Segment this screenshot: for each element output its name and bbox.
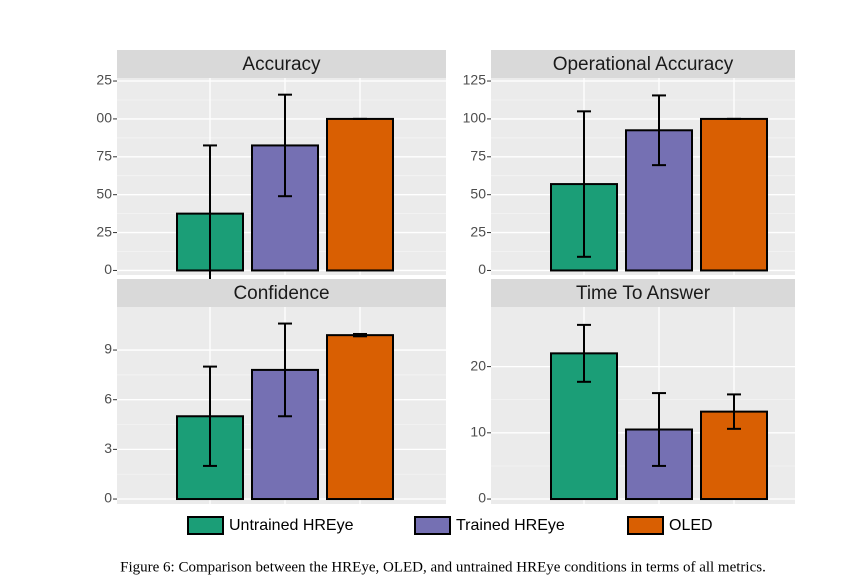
error-bar [727,393,741,430]
y-tick-label: 50 [96,185,112,201]
strip [491,279,795,307]
y-tick-label: 0 [478,261,486,277]
y-tick-label: 0 [104,261,112,277]
y-tick-label: 10 [470,424,486,440]
error-bar [577,110,591,258]
legend-label: Untrained HREye [229,517,354,534]
legend-label: Trained HREye [456,517,565,534]
strip [117,50,446,78]
strip [117,279,446,307]
panel-title: Operational Accuracy [553,54,734,75]
y-tick-label: 00 [96,110,112,126]
panel-title: Confidence [233,283,329,304]
y-tick-label: 0 [478,490,486,506]
caption: Figure 6: Comparison between the HREye, … [120,559,766,575]
error-bar [278,93,292,198]
error-bar [353,332,367,338]
y-tick-label: 20 [470,357,486,373]
y-tick-label: 125 [463,72,487,88]
error-bar [278,322,292,418]
y-tick-label: 3 [104,440,112,456]
legend-swatch [414,516,451,535]
error-bar [652,94,666,167]
y-tick-label: 25 [470,223,486,239]
error-bar [652,392,666,467]
error-bar [203,365,217,467]
error-bar [577,323,591,383]
y-tick-label: 75 [96,148,112,164]
panel-title: Time To Answer [576,283,711,304]
y-tick-label: 0 [104,490,112,506]
legend-label: OLED [669,517,713,534]
bar [700,117,768,272]
panel-title: Accuracy [242,54,321,75]
y-tick-label: 75 [470,148,486,164]
strip [491,50,795,78]
y-tick-label: 50 [470,185,486,201]
y-tick-label: 25 [96,72,112,88]
bar [326,334,394,501]
y-tick-label: 100 [463,110,487,126]
y-tick-label: 9 [104,341,112,357]
legend-swatch [627,516,664,535]
y-tick-label: 6 [104,390,112,406]
bar [326,117,394,272]
legend-swatch [187,516,224,535]
y-tick-label: 25 [96,223,112,239]
